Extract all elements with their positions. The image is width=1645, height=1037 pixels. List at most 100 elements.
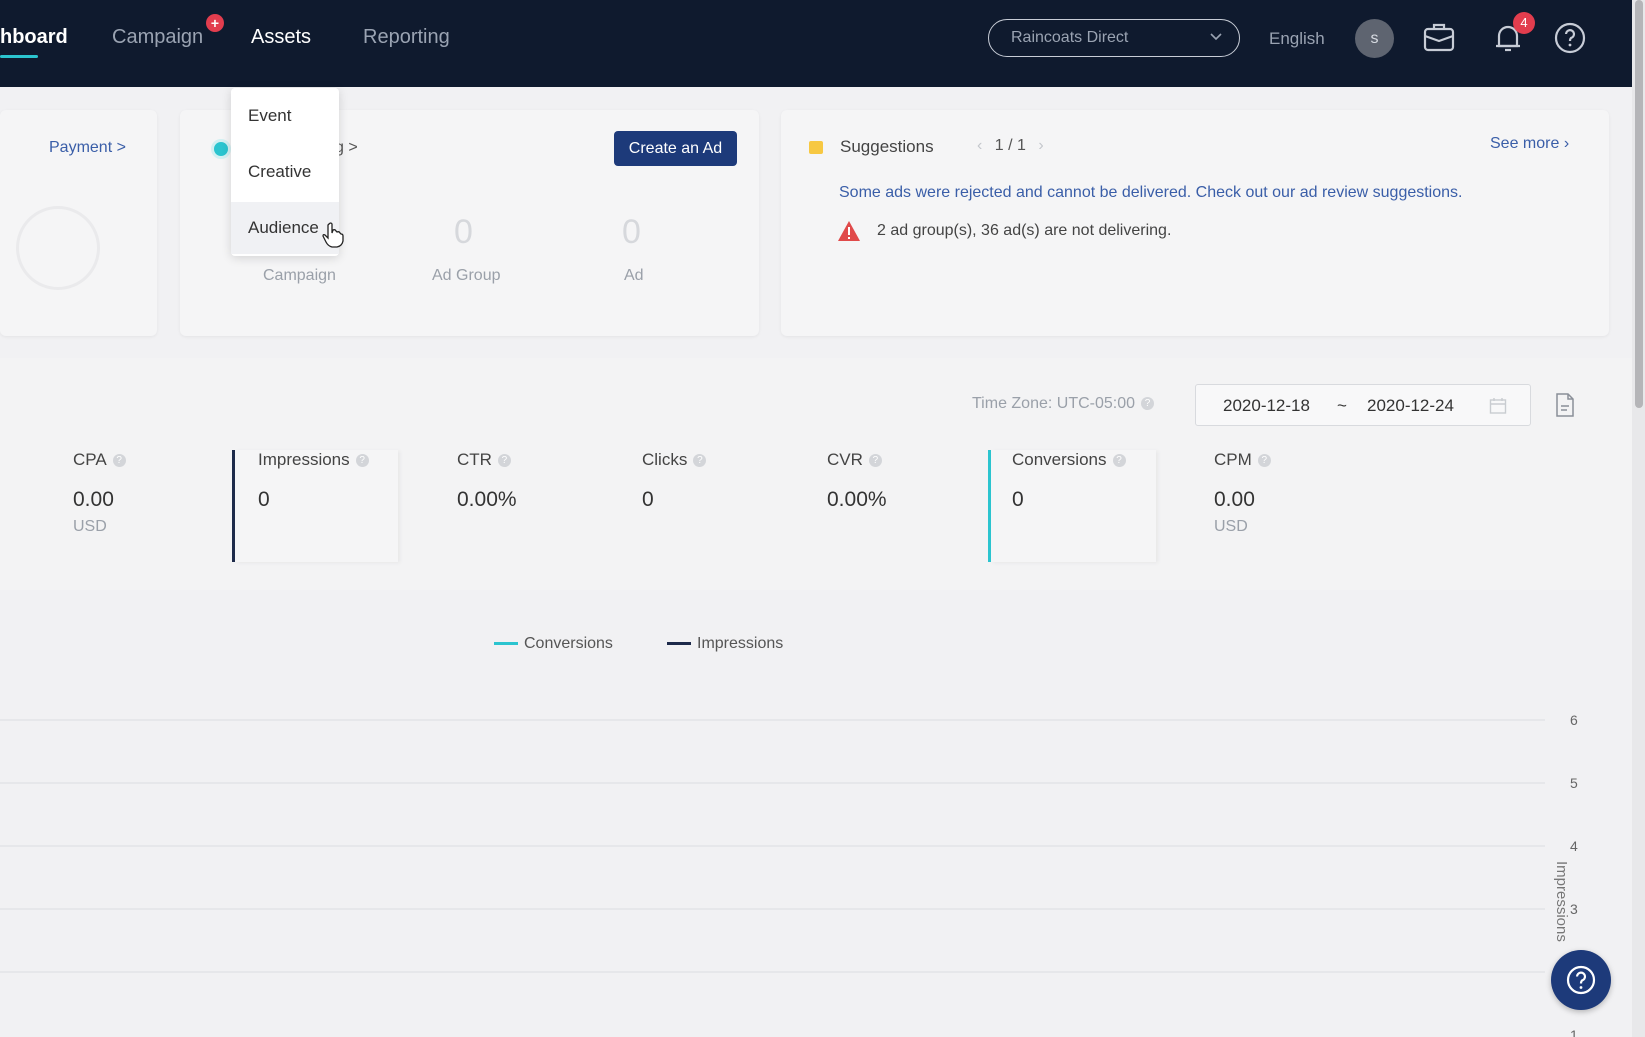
y-tick-label: 1	[1570, 1027, 1578, 1037]
next-arrow-icon[interactable]: ›	[1038, 137, 1044, 154]
warning-icon	[838, 221, 860, 241]
legend-swatch	[667, 642, 691, 646]
active-tab-indicator	[0, 55, 38, 58]
balance-ring	[16, 206, 100, 290]
metric-value: 0	[642, 488, 654, 511]
timezone-help-icon[interactable]: ?	[1141, 397, 1155, 411]
trend-chart: 6 5 4 3 1	[0, 712, 1578, 1037]
metric-cpm[interactable]: CPM? 0.00 USD	[1214, 450, 1271, 536]
metric-conversions[interactable]: Conversions? 0	[1012, 450, 1126, 512]
campaign-add-badge[interactable]: +	[206, 14, 224, 32]
metric-ctr[interactable]: CTR? 0.00%	[457, 450, 517, 512]
impressions-selected-bar	[232, 450, 235, 562]
warning-text: 2 ad group(s), 36 ad(s) are not deliveri…	[877, 222, 1172, 239]
metric-clicks[interactable]: Clicks? 0	[642, 450, 707, 512]
legend-label: Conversions	[524, 635, 613, 652]
help-icon[interactable]: ?	[1257, 454, 1271, 468]
adgroup-count: 0	[454, 213, 473, 251]
right-axis-label: Impressions	[1553, 861, 1570, 942]
tab-campaign[interactable]: Campaign	[112, 26, 204, 48]
help-icon	[1566, 965, 1596, 995]
y-tick-label: 5	[1570, 775, 1578, 791]
metric-value: 0.00	[73, 488, 114, 511]
tab-reporting[interactable]: Reporting	[363, 26, 450, 48]
help-icon[interactable]: ?	[112, 454, 126, 468]
metric-unit: USD	[1214, 518, 1248, 535]
chevron-down-icon	[1210, 33, 1222, 41]
metric-value: 0	[258, 488, 270, 511]
suggestions-title: Suggestions	[840, 137, 934, 156]
metric-value: 0.00%	[827, 488, 887, 511]
help-icon[interactable]	[1552, 20, 1588, 56]
help-fab-button[interactable]	[1551, 950, 1611, 1010]
tab-assets[interactable]: Assets	[251, 26, 312, 48]
see-more-link[interactable]: See more ›	[1490, 135, 1570, 152]
metric-value: 0	[1012, 488, 1024, 511]
y-tick-label: 3	[1570, 901, 1578, 917]
suggestion-icon	[809, 141, 823, 154]
top-nav: hboard Campaign + Assets Reporting Rainc…	[0, 0, 1632, 87]
scrollbar-thumb[interactable]	[1635, 0, 1643, 408]
payment-card: Payment >	[0, 110, 157, 336]
language-switch[interactable]: English	[1269, 29, 1325, 48]
metric-name: Conversions	[1012, 450, 1107, 469]
create-ad-button[interactable]: Create an Ad	[614, 131, 737, 166]
date-range-picker[interactable]: 2020-12-18 ~ 2020-12-24	[1195, 384, 1531, 426]
menu-item-creative[interactable]: Creative	[248, 162, 312, 181]
legend-conversions[interactable]: Conversions	[494, 635, 613, 653]
bell-icon[interactable]	[1490, 20, 1526, 56]
download-file-icon[interactable]	[1554, 393, 1576, 417]
payment-link[interactable]: Payment >	[49, 139, 126, 156]
help-icon[interactable]: ?	[355, 454, 369, 468]
suggestions-card: Suggestions ‹ 1 / 1 › See more › Some ad…	[781, 110, 1609, 336]
briefcase-icon[interactable]	[1421, 20, 1457, 56]
legend-impressions[interactable]: Impressions	[667, 635, 783, 653]
help-icon[interactable]: ?	[868, 454, 882, 468]
legend-label: Impressions	[697, 635, 784, 652]
delivery-status-link[interactable]: g >	[335, 139, 358, 156]
account-selector[interactable]: Raincoats Direct	[988, 19, 1240, 57]
ad-count: 0	[622, 213, 641, 251]
timezone-text: Time Zone: UTC-05:00	[972, 395, 1136, 412]
suggestions-pager: ‹ 1 / 1 ›	[977, 137, 1044, 155]
legend-swatch	[494, 642, 518, 646]
pager-text: 1 / 1	[994, 137, 1026, 154]
avatar[interactable]: s	[1355, 19, 1394, 58]
metric-value: 0.00%	[457, 488, 517, 511]
impressions-selected-card	[235, 450, 398, 562]
y-tick-label: 6	[1570, 712, 1578, 728]
calendar-icon	[1489, 398, 1507, 414]
metric-name: CVR	[827, 450, 863, 469]
adgroup-count-label: Ad Group	[432, 267, 501, 284]
ad-count-label: Ad	[624, 267, 644, 284]
assets-dropdown-menu: Event Creative Audience	[231, 88, 339, 256]
metric-name: Impressions	[258, 450, 350, 469]
metric-name: Clicks	[642, 450, 688, 469]
menu-item-audience[interactable]: Audience	[231, 202, 339, 254]
end-date: 2020-12-24	[1367, 396, 1454, 415]
metric-cvr[interactable]: CVR? 0.00%	[827, 450, 887, 512]
metric-name: CTR	[457, 450, 492, 469]
metric-impressions[interactable]: Impressions? 0	[258, 450, 369, 512]
y-tick-label: 4	[1570, 838, 1578, 854]
help-icon[interactable]: ?	[693, 454, 707, 468]
help-icon[interactable]: ?	[497, 454, 511, 468]
metric-name: CPA	[73, 450, 107, 469]
hand-cursor-icon	[322, 222, 344, 248]
date-separator: ~	[1337, 396, 1347, 415]
help-icon[interactable]: ?	[1112, 454, 1126, 468]
see-more-label: See more	[1490, 135, 1560, 152]
suggestion-message[interactable]: Some ads were rejected and cannot be del…	[839, 184, 1463, 201]
notification-badge: 4	[1513, 12, 1535, 34]
metric-cpa[interactable]: CPA? 0.00 USD	[73, 450, 126, 536]
account-name: Raincoats Direct	[1011, 29, 1129, 46]
menu-item-event[interactable]: Event	[248, 106, 292, 125]
conversions-selected-bar	[988, 450, 991, 562]
metric-unit: USD	[73, 518, 107, 535]
status-check-icon	[211, 139, 231, 159]
prev-arrow-icon[interactable]: ‹	[977, 137, 983, 154]
metric-value: 0.00	[1214, 488, 1255, 511]
tab-dashboard[interactable]: hboard	[0, 26, 68, 48]
start-date: 2020-12-18	[1223, 396, 1310, 415]
timezone-label: Time Zone: UTC-05:00?	[972, 395, 1155, 413]
